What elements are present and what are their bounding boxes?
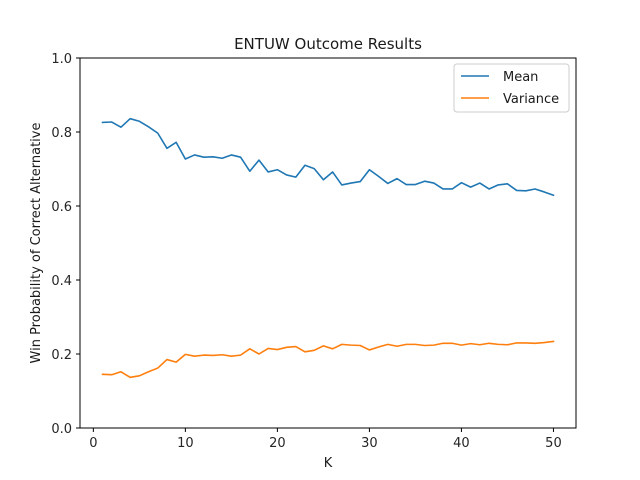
y-tick-label: 0.0 — [51, 422, 72, 437]
axes-frame — [79, 57, 577, 429]
x-tick-label: 50 — [545, 436, 562, 451]
x-tick-label: 40 — [453, 436, 470, 451]
legend-label-mean: Mean — [503, 70, 538, 85]
x-tick-label: 20 — [269, 436, 286, 451]
y-tick-label: 0.6 — [51, 200, 72, 215]
x-tick-label: 30 — [361, 436, 378, 451]
x-tick-label: 0 — [89, 436, 97, 451]
series-line-variance — [101, 340, 555, 379]
y-tick-label: 0.8 — [51, 126, 72, 141]
y-axis-label: Win Probability of Correct Alternative — [29, 123, 44, 364]
x-axis-label: K — [324, 456, 333, 471]
legend-label-variance: Variance — [503, 92, 559, 107]
axis-ticks: 0 10 20 30 40 50 0.0 0.2 0.4 0.6 0.8 1.0 — [51, 52, 561, 451]
y-tick-label: 0.4 — [51, 274, 72, 289]
chart-title: ENTUW Outcome Results — [234, 35, 422, 53]
y-tick-label: 0.2 — [51, 348, 72, 363]
plot-area — [101, 117, 555, 379]
legend: Mean Variance — [453, 63, 570, 113]
y-tick-label: 1.0 — [51, 52, 72, 67]
x-tick-label: 10 — [177, 436, 194, 451]
series-line-mean — [101, 117, 555, 197]
